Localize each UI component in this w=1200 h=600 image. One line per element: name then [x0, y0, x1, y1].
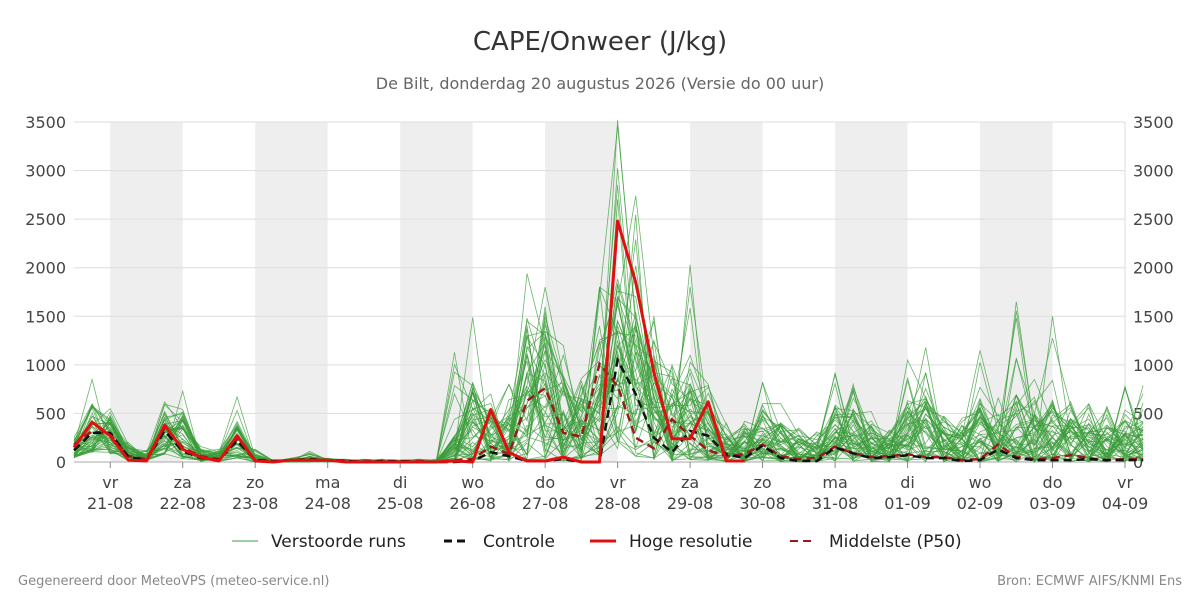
x-tick-date-11: 01-09	[884, 494, 931, 513]
y-tick-left-1000: 1000	[25, 356, 66, 375]
shade-band-1	[255, 122, 328, 462]
legend-label-control: Controle	[483, 532, 555, 552]
y-axis-left: 0 500 1000 1500 2000 2500 3000 3500	[25, 113, 66, 472]
x-tick-day-3: ma	[315, 473, 340, 492]
x-tick-day-6: do	[535, 473, 555, 492]
y-tick-left-2000: 2000	[25, 259, 66, 278]
y-tick-right-1500: 1500	[1133, 307, 1174, 326]
y-tick-left-500: 500	[35, 404, 66, 423]
y-tick-right-2000: 2000	[1133, 259, 1174, 278]
y-axis-right: 0 500 1000 1500 2000 2500 3000 3500	[1133, 113, 1174, 472]
shade-band-6	[980, 122, 1053, 462]
y-tick-left-3500: 3500	[25, 113, 66, 132]
x-tick-date-8: 29-08	[667, 494, 714, 513]
legend-label-high-res: Hoge resolutie	[629, 532, 753, 552]
y-tick-right-2500: 2500	[1133, 210, 1174, 229]
x-tick-day-11: di	[900, 473, 915, 492]
y-tick-right-3500: 3500	[1133, 113, 1174, 132]
x-tick-day-14: vr	[1117, 473, 1133, 492]
legend-item-control: Controle	[444, 532, 555, 552]
x-tick-date-14: 04-09	[1102, 494, 1149, 513]
x-tick-day-13: do	[1043, 473, 1063, 492]
x-tick-day-12: wo	[969, 473, 992, 492]
x-tick-day-1: za	[174, 473, 192, 492]
y-tick-left-2500: 2500	[25, 210, 66, 229]
legend-label-median: Middelste (P50)	[829, 532, 962, 552]
x-tick-date-4: 25-08	[377, 494, 424, 513]
x-tick-day-9: zo	[753, 473, 771, 492]
x-tick-day-2: zo	[246, 473, 264, 492]
perturbed-run-44	[73, 354, 1144, 463]
x-tick-date-7: 28-08	[594, 494, 641, 513]
x-tick-date-13: 03-09	[1029, 494, 1076, 513]
y-tick-right-1000: 1000	[1133, 356, 1174, 375]
legend: Verstoorde runs Controle Hoge resolutie …	[232, 532, 962, 552]
x-tick-day-0: vr	[102, 473, 118, 492]
y-tick-left-3000: 3000	[25, 162, 66, 181]
x-tick-day-10: ma	[822, 473, 847, 492]
x-tick-day-5: wo	[461, 473, 484, 492]
y-tick-right-3000: 3000	[1133, 162, 1174, 181]
series-high-res	[72, 219, 745, 464]
x-tick-date-2: 23-08	[232, 494, 279, 513]
x-tick-date-3: 24-08	[304, 494, 351, 513]
x-tick-date-6: 27-08	[522, 494, 569, 513]
chart-subtitle: De Bilt, donderdag 20 augustus 2026 (Ver…	[376, 74, 824, 93]
legend-item-perturbed: Verstoorde runs	[232, 532, 406, 552]
footer-left: Gegenereerd door MeteoVPS (meteo-service…	[18, 574, 329, 589]
main-series	[72, 219, 1144, 464]
legend-item-median: Middelste (P50)	[790, 532, 962, 552]
chart-title: CAPE/Onweer (J/kg)	[473, 27, 727, 57]
shade-band-0	[110, 122, 183, 462]
y-tick-right-500: 500	[1133, 404, 1164, 423]
x-tick-date-5: 26-08	[449, 494, 496, 513]
x-tick-day-8: za	[681, 473, 699, 492]
x-tick-date-9: 30-08	[739, 494, 786, 513]
y-tick-right-0: 0	[1133, 453, 1143, 472]
x-axis: vr 21-08 za 22-08 zo 23-08 ma 24-08 di 25-08 wo 26-…	[87, 462, 1148, 513]
x-tick-date-12: 02-09	[957, 494, 1004, 513]
x-tick-day-7: vr	[610, 473, 626, 492]
footer-right: Bron: ECMWF AIFS/KNMI Ens	[997, 574, 1182, 589]
perturbed-run-47	[73, 312, 1144, 463]
y-tick-left-0: 0	[56, 453, 66, 472]
x-tick-date-1: 22-08	[159, 494, 206, 513]
y-tick-left-1500: 1500	[25, 307, 66, 326]
legend-item-high-res: Hoge resolutie	[590, 532, 753, 552]
x-tick-day-4: di	[393, 473, 408, 492]
x-tick-date-0: 21-08	[87, 494, 134, 513]
x-tick-date-10: 31-08	[812, 494, 859, 513]
legend-label-perturbed: Verstoorde runs	[271, 532, 406, 552]
